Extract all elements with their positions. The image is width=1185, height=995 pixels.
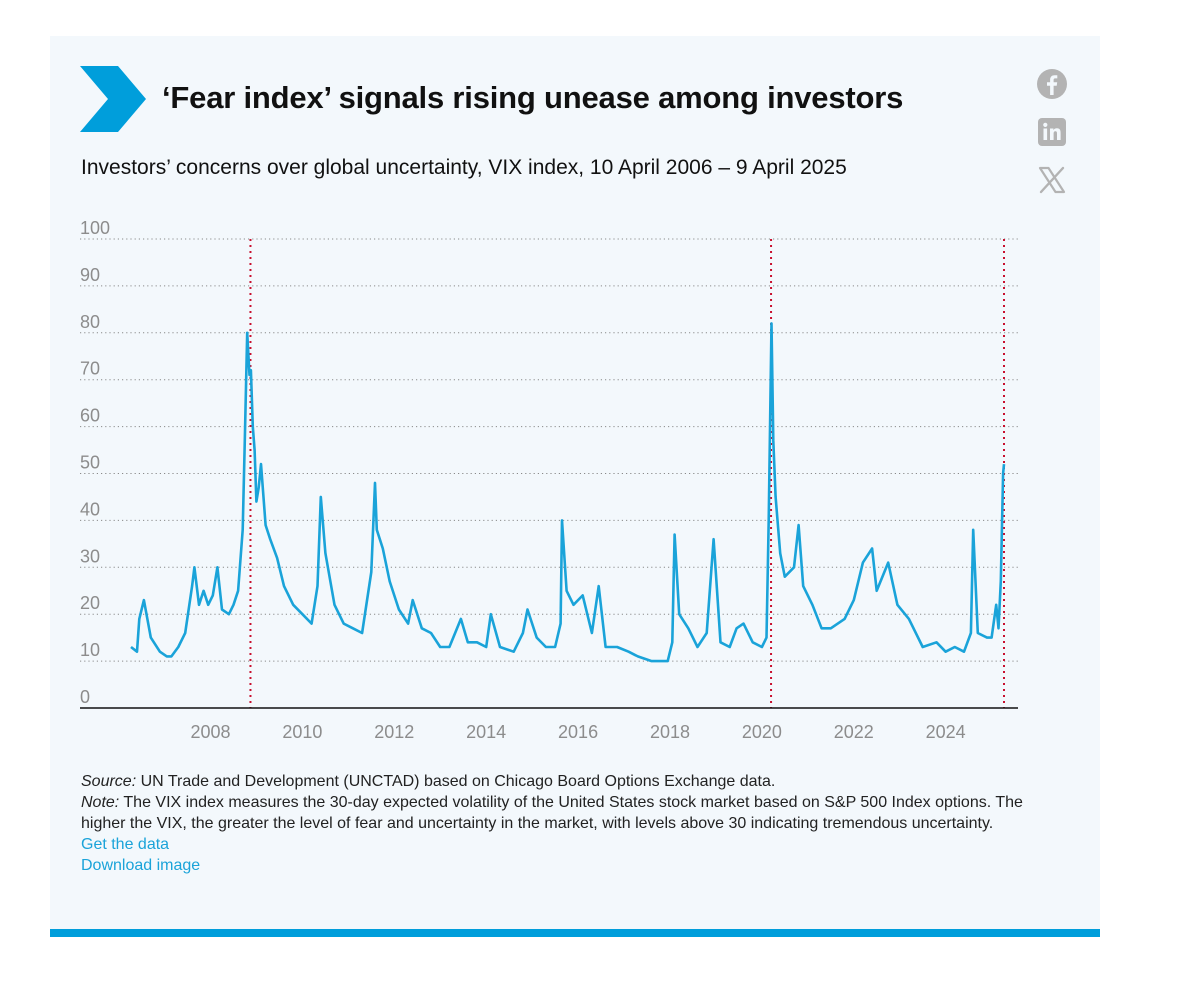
y-tick-label: 60 [80, 406, 100, 426]
chart-card [50, 36, 1100, 930]
y-tick-label: 30 [80, 546, 100, 566]
x-tick-label: 2022 [834, 722, 874, 742]
note-text: The VIX index measures the 30-day expect… [81, 794, 1023, 832]
page-title: ‘Fear index’ signals rising unease among… [162, 80, 904, 115]
x-tick-label: 2008 [190, 722, 230, 742]
x-tick-label: 2018 [650, 722, 690, 742]
x-tick-label: 2010 [282, 722, 322, 742]
x-tick-label: 2014 [466, 722, 506, 742]
facebook-icon[interactable] [1036, 68, 1068, 100]
vix-series-line [130, 322, 1006, 663]
x-tick-label: 2020 [742, 722, 782, 742]
y-tick-label: 20 [80, 593, 100, 613]
x-tick-label: 2024 [926, 722, 966, 742]
chart-notes: Source: UN Trade and Development (UNCTAD… [81, 771, 1041, 876]
accent-bar [50, 929, 1100, 937]
y-tick-label: 80 [80, 312, 100, 332]
note-line: Note: The VIX index measures the 30-day … [81, 792, 1041, 834]
note-label: Note: [81, 794, 120, 811]
y-tick-label: 90 [80, 265, 100, 285]
linkedin-icon[interactable] [1036, 116, 1068, 148]
x-tick-label: 2012 [374, 722, 414, 742]
y-tick-label: 0 [80, 687, 90, 707]
x-tick-label: 2016 [558, 722, 598, 742]
y-tick-label: 10 [80, 640, 100, 660]
vix-line-chart: 0 10 20 30 40 50 60 70 80 90 100 2008 2010 2012 2014 20… [80, 218, 1018, 742]
get-data-link[interactable]: Get the data [81, 836, 170, 853]
y-tick-label: 40 [80, 499, 100, 519]
y-tick-label: 50 [80, 453, 100, 473]
chart-subtitle: Investors’ concerns over global uncertai… [81, 156, 847, 179]
y-tick-label: 100 [80, 218, 110, 238]
source-label: Source: [81, 773, 137, 790]
download-image-link[interactable]: Download image [81, 857, 201, 874]
source-line: Source: UN Trade and Development (UNCTAD… [81, 771, 1041, 792]
source-text: UN Trade and Development (UNCTAD) based … [136, 773, 776, 790]
x-icon[interactable] [1036, 164, 1068, 196]
unctad-chevron-logo [80, 66, 146, 132]
y-tick-label: 70 [80, 359, 100, 379]
